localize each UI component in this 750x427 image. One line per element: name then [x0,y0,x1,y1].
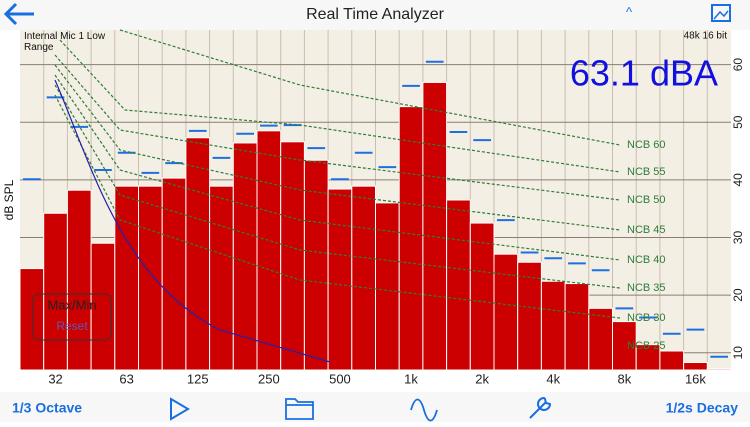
settings-button[interactable] [529,396,552,419]
ncb-label: NCB 35 [627,282,666,294]
x-tick-label: 125 [187,371,209,386]
ncb-curves [54,29,621,363]
bar [446,199,471,371]
screen-title: Real Time Analyzer [306,6,445,23]
bar [683,362,708,371]
bar [422,81,448,371]
x-tick-label: 8k [617,371,631,386]
bar [398,106,424,371]
y-tick-label: 40 [731,173,745,187]
max-min-label: Max/Min [47,297,96,312]
ncb-label: NCB 25 [627,340,666,352]
ncb-label: NCB 50 [627,194,666,206]
y-tick-label: 60 [731,58,745,72]
y-tick-label: 10 [731,346,745,360]
level-readout: 63.1 dBA [570,53,718,94]
ncb-label: NCB 60 [627,139,666,151]
ncb-label: NCB 45 [627,224,666,236]
bar [540,280,566,371]
top-bar [0,0,750,30]
y-tick-label: 30 [731,230,745,244]
bar [469,222,495,371]
bar [659,350,685,371]
bar [493,253,519,371]
bar [564,283,590,371]
reset-label[interactable]: Reset [56,319,88,333]
bar [351,185,376,371]
bar [161,177,187,371]
ncb-label: NCB 30 [627,312,666,324]
collapse-button[interactable]: ^ [626,4,633,19]
y-tick-label: 20 [731,288,745,302]
x-tick-label: 32 [48,371,62,386]
image-button[interactable] [711,4,731,22]
bar [280,141,305,371]
folder-button[interactable] [285,398,314,420]
y-tick-label: 50 [731,115,745,129]
bar [66,189,92,371]
bar [588,307,613,371]
bar [232,142,258,371]
ncb-label: NCB 40 [627,254,666,266]
decay-button[interactable]: 1/2s Decay [666,400,739,416]
x-tick-label: 4k [546,371,560,386]
x-tick-label: 250 [258,371,280,386]
bar [706,368,732,371]
bar [209,185,234,371]
bar [256,130,282,371]
plot [19,30,732,371]
bar [327,188,353,371]
bar [114,185,140,371]
bar [19,268,45,371]
bar [185,137,211,371]
format-label: 48k 16 bit [684,31,728,42]
resolution-button[interactable]: 1/3 Octave [12,400,82,416]
bar [43,212,68,371]
x-tick-label: 63 [119,371,133,386]
wave-button[interactable] [410,398,438,422]
x-tick-label: 1k [404,371,418,386]
ncb-label: NCB 55 [627,166,666,178]
x-tick-label: 2k [475,371,489,386]
back-button[interactable] [3,2,34,26]
bar [375,202,400,371]
toolbar [0,392,750,422]
y-axis-label: dB SPL [2,179,16,220]
x-tick-label: 16k [685,371,706,386]
bar [138,185,163,371]
x-tick-label: 500 [329,371,351,386]
max-min-button[interactable]: Max/Min Reset [32,293,112,341]
play-button[interactable] [170,397,190,421]
input-label: Internal Mic 1 Low Range [24,31,106,53]
